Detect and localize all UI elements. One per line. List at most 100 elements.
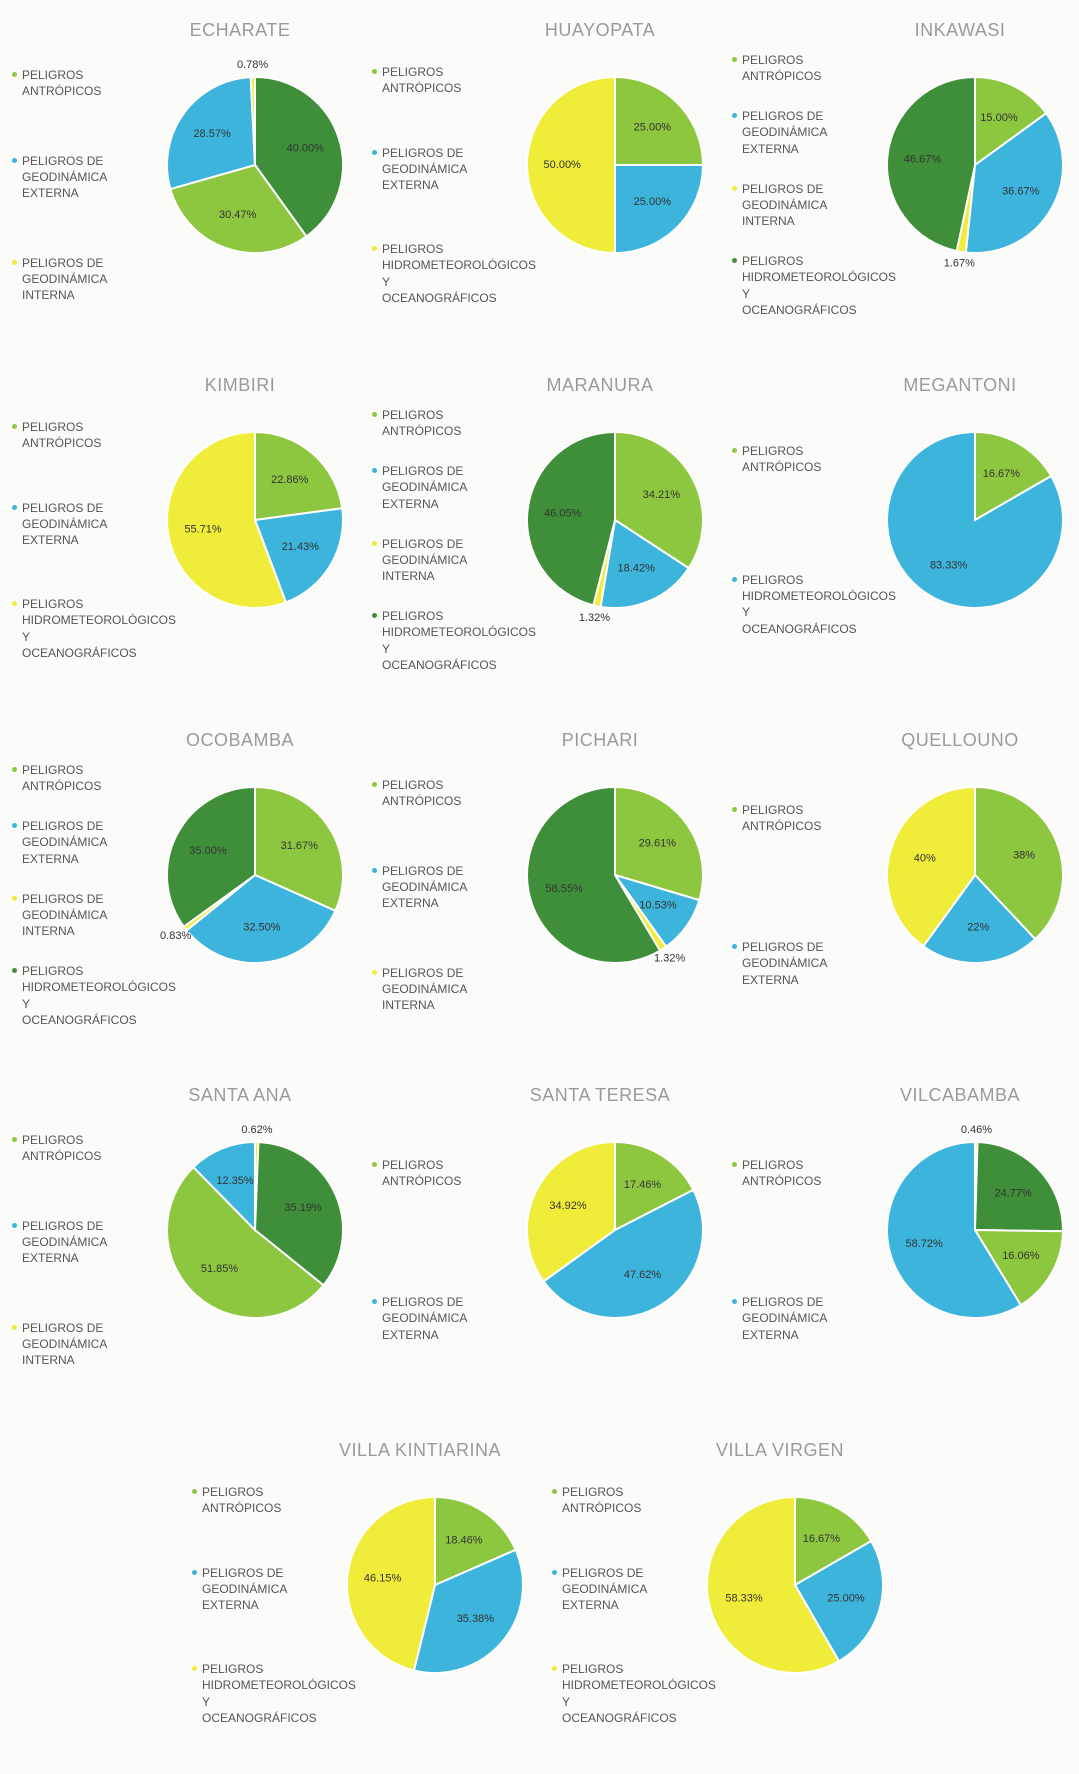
legend-dot — [192, 1666, 197, 1672]
legend-entry: PELIGROS ANTRÓPICOS — [372, 1157, 507, 1189]
slice-label: 1.67% — [944, 258, 975, 270]
legend: PELIGROS ANTRÓPICOS PELIGROS DE GEODINÁMI… — [372, 1105, 507, 1395]
legend: PELIGROS ANTRÓPICOS PELIGROS DE GEODINÁMI… — [372, 395, 536, 685]
pie-slice — [599, 518, 691, 609]
slice-label: 46.15% — [364, 1573, 402, 1585]
pie-slice — [614, 785, 704, 902]
legend-dot — [732, 185, 737, 191]
slice-label: 50.00% — [544, 159, 582, 171]
legend: PELIGROS ANTRÓPICOS PELIGROS DE GEODINÁMI… — [552, 1460, 716, 1750]
slice-label: 28.57% — [193, 128, 231, 140]
pie-slice — [249, 75, 256, 166]
legend-label: PELIGROS ANTRÓPICOS — [22, 420, 102, 451]
legend-entry: PELIGROS HIDROMETEOROLÓGICOS Y OCEANOGRÁ… — [372, 608, 536, 673]
legend: PELIGROS ANTRÓPICOS PELIGROS DE GEODINÁMI… — [12, 40, 147, 330]
chart-cell: SANTA ANA PELIGROS ANTRÓPICOS PELIGROS DE … — [0, 1065, 360, 1415]
legend-dot — [732, 56, 737, 62]
legend-label: PELIGROS ANTRÓPICOS — [22, 762, 102, 794]
slice-label: 36.67% — [1002, 185, 1040, 197]
pie-slice — [614, 1140, 695, 1232]
pie-slice — [974, 75, 1048, 167]
legend-entry: PELIGROS DE GEODINÁMICA EXTERNA — [372, 1294, 507, 1343]
slice-label: 29.61% — [639, 837, 677, 849]
pie-slice — [166, 785, 256, 929]
legend-label: PELIGROS DE GEODINÁMICA EXTERNA — [562, 1565, 647, 1612]
pie-slice — [542, 1188, 704, 1319]
pie-slice — [165, 1165, 325, 1319]
legend-label: PELIGROS DE GEODINÁMICA INTERNA — [22, 255, 107, 303]
legend-dot — [12, 1136, 17, 1142]
legend-label: PELIGROS DE GEODINÁMICA EXTERNA — [742, 940, 827, 987]
legend-label: PELIGROS DE GEODINÁMICA INTERNA — [22, 1320, 107, 1368]
legend-entry: PELIGROS ANTRÓPICOS — [372, 407, 507, 439]
slice-label: 58.55% — [545, 883, 583, 895]
legend-dot — [732, 807, 737, 813]
slice-label: 1.32% — [654, 953, 685, 965]
chart-cell: ECHARATE PELIGROS ANTRÓPICOS PELIGROS DE G… — [0, 0, 360, 350]
legend: PELIGROS ANTRÓPICOS PELIGROS DE GEODINÁMI… — [12, 395, 176, 685]
legend-entry: PELIGROS DE GEODINÁMICA INTERNA — [732, 181, 867, 230]
chart-cell: SANTA TERESA PELIGROS ANTRÓPICOS PELIGROS … — [360, 1065, 720, 1415]
chart-title: MEGANTONI — [903, 375, 1017, 395]
legend-label: PELIGROS ANTRÓPICOS — [742, 803, 822, 834]
pie-slice — [254, 785, 344, 913]
legend-dot — [552, 1489, 557, 1495]
chart-title: ECHARATE — [189, 20, 291, 40]
legend-dot — [372, 613, 377, 619]
legend-entry: PELIGROS DE GEODINÁMICA EXTERNA — [732, 1294, 867, 1343]
legend-entry: PELIGROS ANTRÓPICOS — [732, 52, 867, 84]
slice-label: 58.33% — [725, 1593, 763, 1605]
pie-slice — [793, 1539, 884, 1663]
legend-label: PELIGROS ANTRÓPICOS — [382, 407, 462, 439]
legend-entry: PELIGROS HIDROMETEOROLÓGICOS Y OCEANOGRÁ… — [732, 572, 896, 637]
legend-label: PELIGROS DE GEODINÁMICA EXTERNA — [742, 1295, 827, 1342]
slice-label: 47.62% — [624, 1269, 662, 1281]
pie-slice — [974, 430, 1053, 522]
pie-slice — [974, 785, 1064, 941]
legend-label: PELIGROS ANTRÓPICOS — [22, 1132, 102, 1163]
legend-entry: PELIGROS ANTRÓPICOS — [372, 64, 507, 96]
legend: PELIGROS ANTRÓPICOS PELIGROS DE GEODINÁMI… — [192, 1460, 356, 1750]
legend: PELIGROS ANTRÓPICOS PELIGROS DE GEODINÁMI… — [12, 1105, 147, 1395]
pie-chart: 31.67% 32.50% 0.83% 35.00% — [160, 785, 344, 964]
legend-entry: PELIGROS ANTRÓPICOS — [732, 443, 867, 475]
legend-label: PELIGROS ANTRÓPICOS — [22, 67, 102, 98]
legend-label: PELIGROS DE GEODINÁMICA INTERNA — [382, 536, 467, 584]
slice-label: 22% — [967, 922, 989, 934]
slice-label: 12.35% — [216, 1175, 254, 1187]
legend-dot — [732, 944, 737, 950]
slice-label: 1.32% — [579, 612, 610, 624]
legend-label: PELIGROS ANTRÓPICOS — [742, 444, 822, 475]
pie-slice — [185, 873, 337, 964]
pie-slice — [794, 1495, 873, 1587]
legend-dot — [12, 157, 17, 163]
legend-entry: PELIGROS ANTRÓPICOS — [12, 67, 147, 99]
slice-label: 46.67% — [904, 153, 942, 165]
pie-slice — [166, 76, 257, 191]
legend-dot — [372, 411, 377, 417]
legend-dot — [12, 504, 17, 510]
legend-dot — [12, 968, 17, 974]
pie-slice — [973, 1228, 1065, 1307]
legend-entry: PELIGROS ANTRÓPICOS — [372, 777, 507, 809]
slice-label: 40.00% — [287, 143, 325, 155]
legend-label: PELIGROS ANTRÓPICOS — [382, 777, 462, 808]
legend-dot — [12, 1324, 17, 1330]
slice-label: 16.06% — [1002, 1250, 1040, 1262]
pie-slice — [886, 430, 1064, 609]
legend-entry: PELIGROS DE GEODINÁMICA INTERNA — [372, 536, 507, 585]
slice-label: 16.67% — [803, 1533, 841, 1545]
legend-label: PELIGROS ANTRÓPICOS — [382, 1158, 462, 1189]
pie-chart: 34.21% 18.42% 1.32% 46.05% — [526, 430, 704, 624]
chart-title: SANTA ANA — [188, 1085, 292, 1105]
slice-label: 16.67% — [983, 468, 1021, 480]
slice-label: 10.53% — [639, 900, 677, 912]
pie-slice — [412, 1548, 524, 1674]
legend-label: PELIGROS ANTRÓPICOS — [382, 65, 462, 96]
slice-label: 35.19% — [284, 1202, 322, 1214]
legend-label: PELIGROS ANTRÓPICOS — [202, 1485, 282, 1516]
legend-entry: PELIGROS HIDROMETEOROLÓGICOS Y OCEANOGRÁ… — [12, 963, 176, 1028]
legend-dot — [732, 448, 737, 454]
slice-label: 34.21% — [643, 489, 681, 501]
